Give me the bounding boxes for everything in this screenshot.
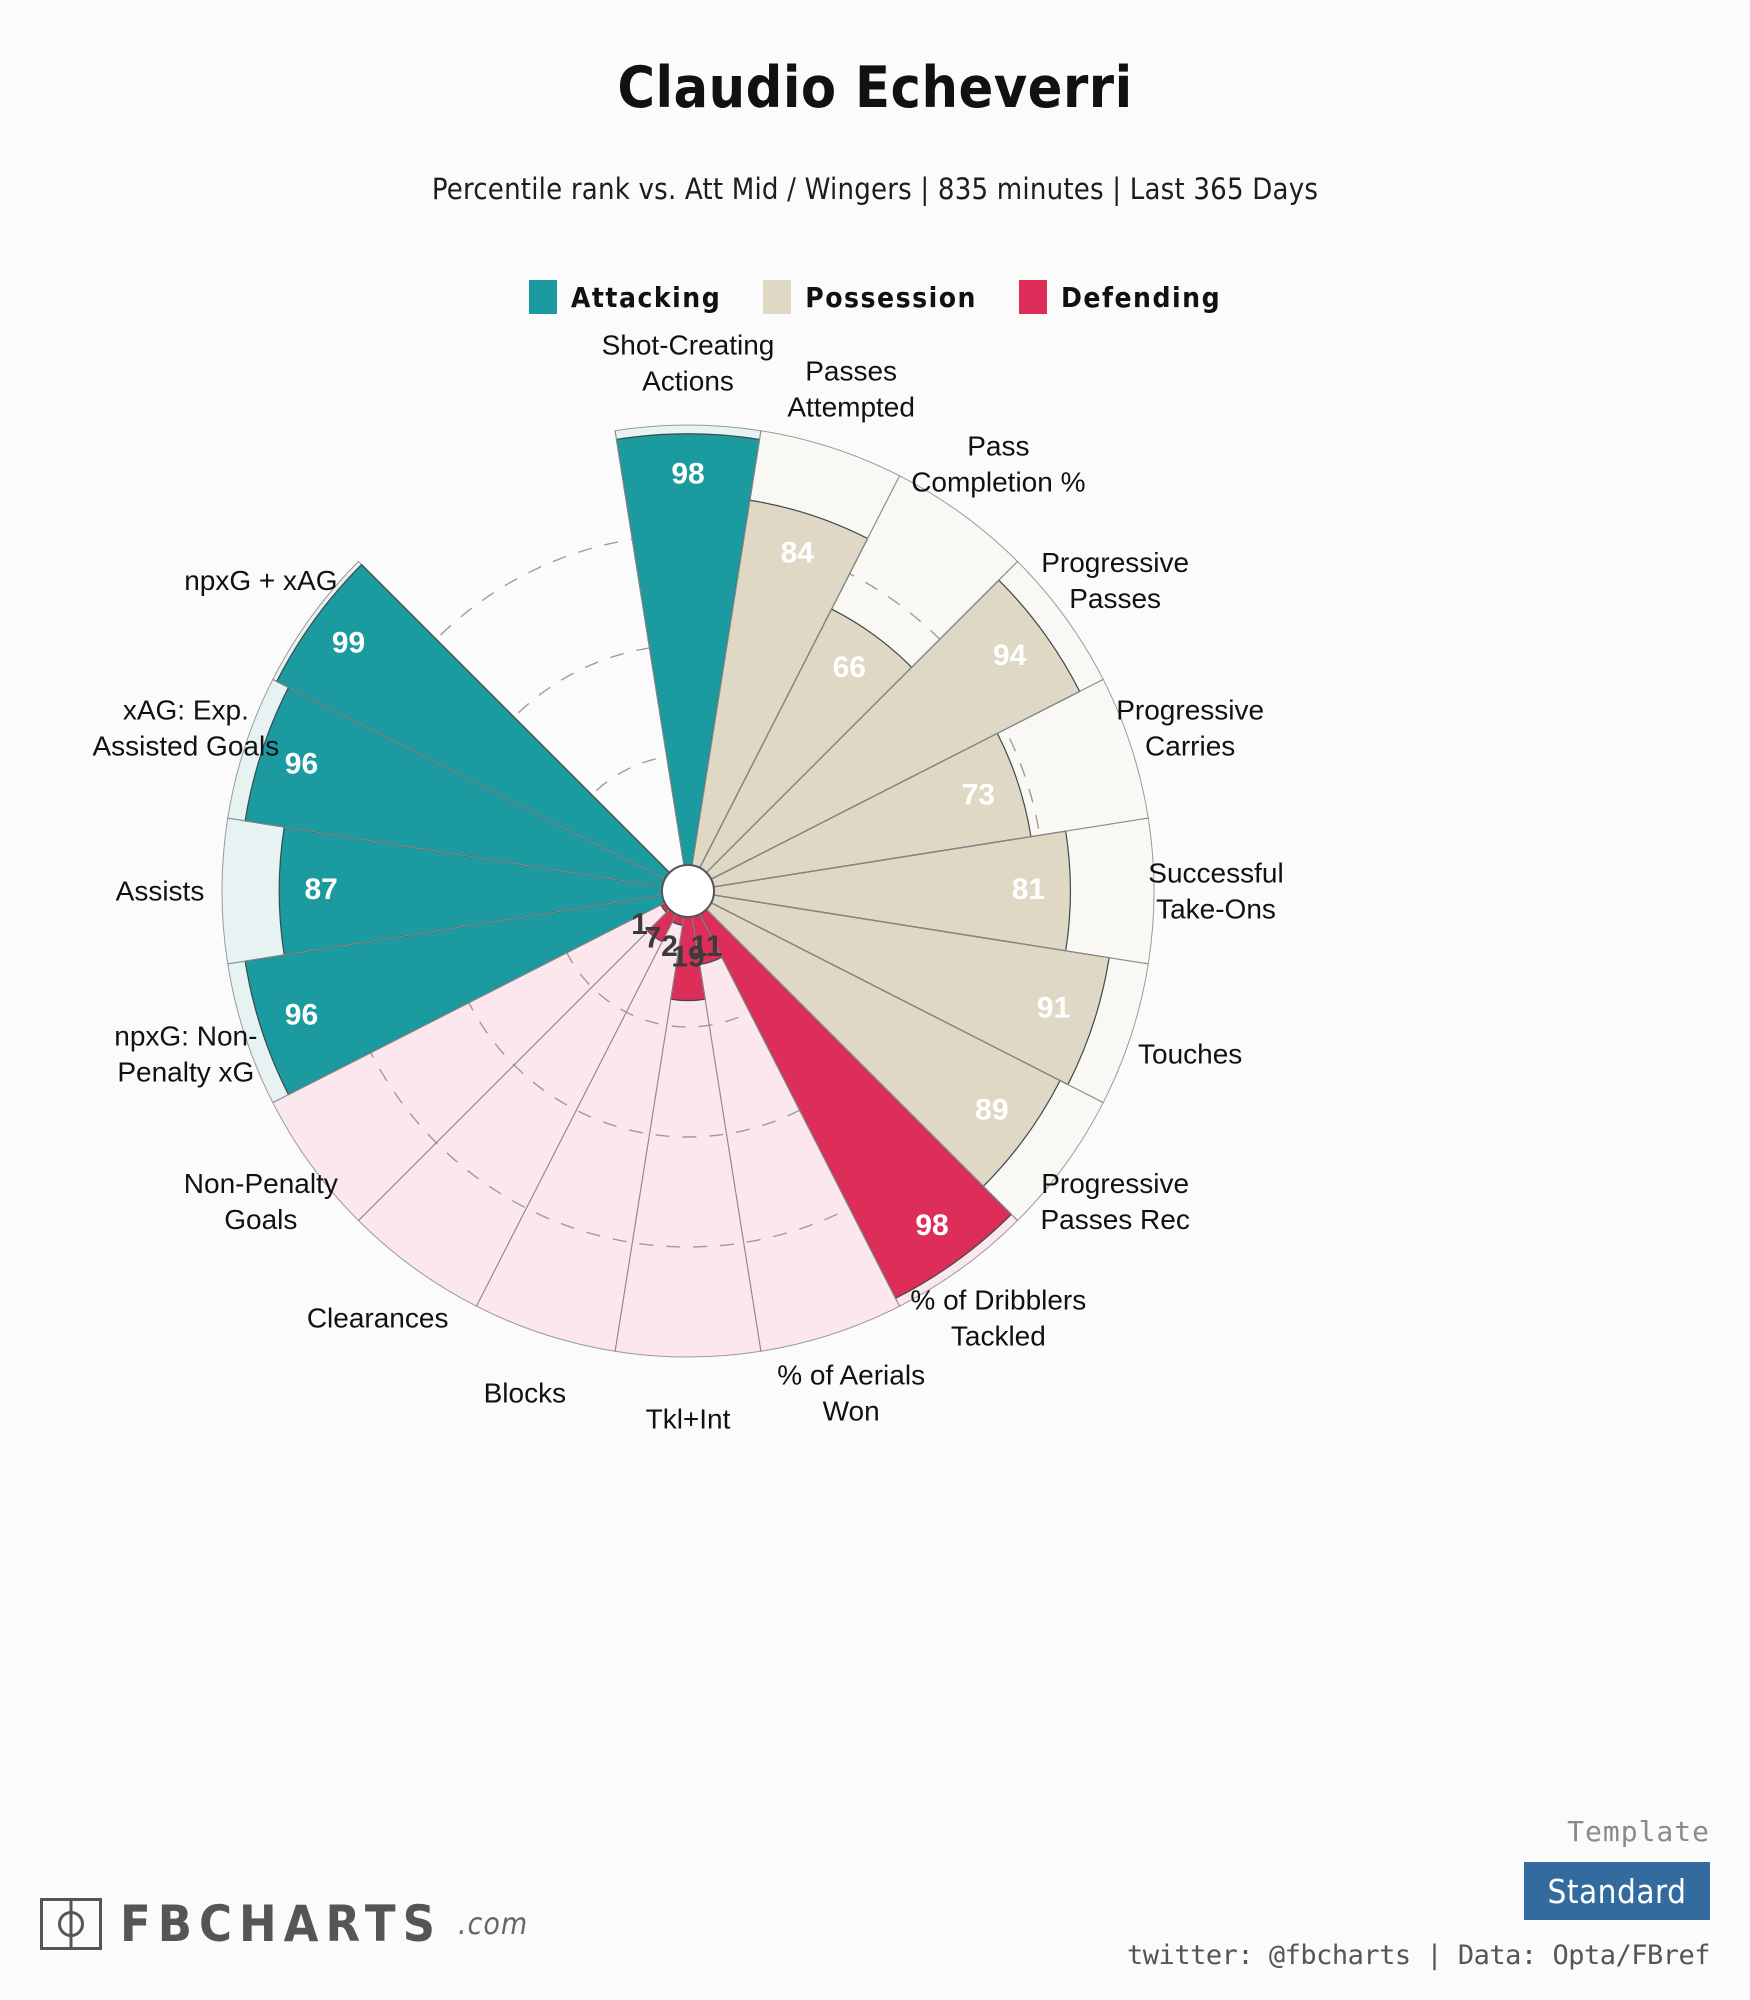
slice-spokes-group	[227, 430, 1149, 1352]
legend-swatch-defending	[1018, 280, 1047, 314]
slice-label-11: Blocks	[484, 1378, 566, 1409]
slice-label-10: Tkl+Int	[646, 1404, 731, 1435]
slice-spoke-2	[699, 475, 901, 869]
slice-spoke-1	[691, 430, 762, 866]
slice-value-14: 96	[285, 999, 318, 1032]
slice-spoke-3	[706, 561, 1018, 873]
slice-spoke-5	[713, 817, 1149, 888]
legend-item-defending: Defending	[1018, 280, 1222, 314]
slice-label-4: Progressive Carries	[1116, 694, 1264, 761]
slice-spoke-11	[614, 916, 685, 1352]
slice-value-16: 96	[285, 747, 318, 780]
slice-label-2: Pass Completion %	[911, 430, 1085, 497]
page-title: Claudio Echeverri	[617, 55, 1133, 121]
template-label: Template	[1567, 1815, 1710, 1848]
slice-value-10: 19	[671, 941, 704, 974]
slice-spoke-10	[691, 916, 762, 1352]
slice-spoke-12	[475, 913, 677, 1307]
slice-label-6: Touches	[1138, 1039, 1242, 1070]
slice-spoke-16	[227, 817, 663, 888]
football-pitch-icon	[40, 1898, 102, 1950]
chart-hub	[661, 864, 715, 918]
page-subtitle: Percentile rank vs. Att Mid / Wingers | …	[431, 172, 1319, 206]
fbcharts-logo: FBCHARTS .com	[40, 1895, 528, 1953]
slice-value-3: 94	[993, 639, 1027, 672]
slice-spoke-13	[358, 909, 670, 1221]
slice-labels-group: Shot-Creating Actions Passes Attempted Pass C…	[92, 330, 1283, 1435]
legend-item-possession: Possession	[763, 280, 977, 314]
slice-value-11: 2	[661, 930, 678, 963]
slice-spoke-4	[710, 678, 1104, 880]
legend-label-attacking: Attacking	[570, 280, 722, 314]
slice-value-17: 99	[332, 626, 365, 659]
slice-value-13: 1	[631, 908, 648, 941]
slice-label-17: npxG + xAG	[184, 565, 337, 596]
slice-value-8: 98	[915, 1209, 948, 1242]
slice-value-6: 91	[1037, 992, 1070, 1025]
slice-label-8: % of Dribblers Tackled	[910, 1285, 1086, 1352]
slice-spoke-8	[706, 909, 1018, 1221]
pizza-chart: 98 84 66 94 73 81 91 89 98 11 19 2 7 1 96 87 96 99 Shot-C…	[0, 330, 1750, 1760]
slice-label-9: % of Aerials Won	[777, 1360, 925, 1427]
logo-wordmark: FBCHARTS	[120, 1895, 442, 1953]
slice-label-1: Passes Attempted	[787, 355, 915, 422]
slice-spoke-7	[710, 902, 1104, 1104]
slice-value-1: 84	[781, 537, 815, 570]
slice-spoke-17	[272, 678, 666, 880]
slice-spoke-0	[614, 430, 685, 866]
slice-wedges-group	[244, 433, 1110, 1300]
slice-spoke-14	[272, 902, 666, 1104]
slice-value-4: 73	[962, 779, 995, 812]
slice-label-13: Non-Penalty Goals	[184, 1168, 338, 1235]
slice-spoke-6	[713, 894, 1149, 965]
slice-spoke-9	[699, 913, 901, 1307]
slice-value-9: 11	[691, 930, 723, 963]
slice-spoke-15	[227, 894, 663, 965]
slice-value-12: 7	[644, 921, 661, 954]
legend-swatch-attacking	[528, 280, 557, 314]
credit-line: twitter: @fbcharts | Data: Opta/FBref	[1127, 1940, 1710, 1971]
slice-label-16: xAG: Exp. Assisted Goals	[92, 694, 279, 761]
slice-value-5: 81	[1012, 873, 1045, 906]
slice-label-12: Clearances	[307, 1303, 449, 1334]
slice-value-0: 98	[671, 458, 704, 491]
slice-label-14: npxG: Non-Penalty xG	[114, 1021, 257, 1088]
slice-label-5: Successful Take-Ons	[1148, 858, 1283, 925]
chart-legend: Attacking Possession Defending	[0, 280, 1750, 314]
slice-value-7: 89	[975, 1094, 1008, 1127]
slice-label-15: Assists	[116, 876, 205, 907]
slice-value-2: 66	[833, 651, 866, 684]
legend-label-possession: Possession	[805, 280, 977, 314]
legend-swatch-possession	[763, 280, 792, 314]
legend-item-attacking: Attacking	[528, 280, 722, 314]
slice-label-7: Progressive Passes Rec	[1040, 1168, 1189, 1235]
logo-domain-suffix: .com	[457, 1906, 529, 1942]
slice-value-15: 87	[305, 873, 338, 906]
template-badge[interactable]: Standard	[1524, 1862, 1710, 1920]
slice-label-0: Shot-Creating Actions	[602, 330, 775, 397]
legend-label-defending: Defending	[1060, 280, 1222, 314]
slice-label-3: Progressive Passes	[1041, 547, 1189, 614]
